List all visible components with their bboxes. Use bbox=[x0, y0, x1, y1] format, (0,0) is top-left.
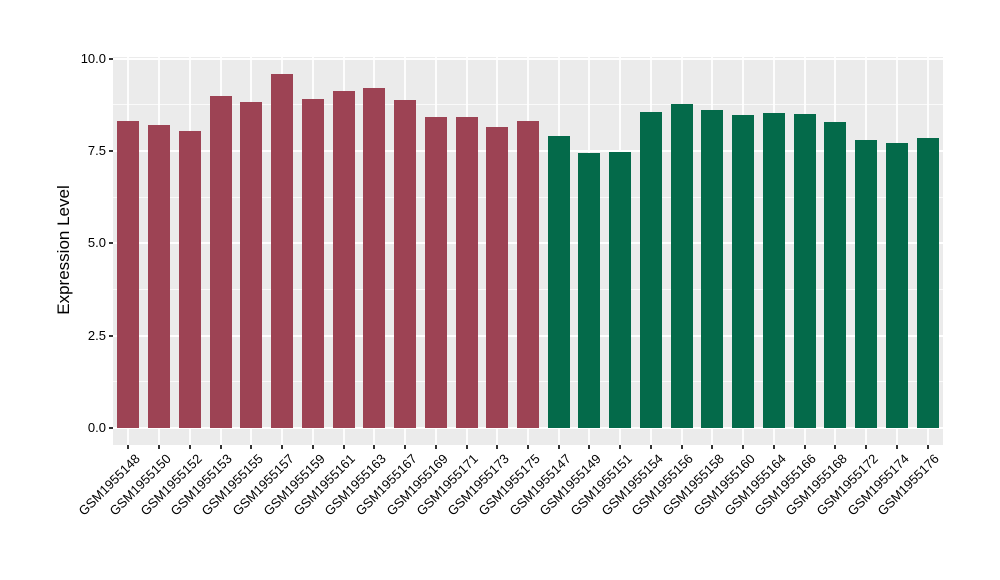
x-tick-mark bbox=[404, 445, 407, 449]
bar-GSM1955158 bbox=[701, 110, 724, 428]
bar-GSM1955172 bbox=[855, 139, 878, 428]
y-tick-mark bbox=[109, 334, 113, 337]
bar-GSM1955163 bbox=[363, 87, 386, 428]
y-tick-mark bbox=[109, 57, 113, 60]
x-tick-mark bbox=[373, 445, 376, 449]
x-tick-mark bbox=[465, 445, 468, 449]
x-tick-mark bbox=[742, 445, 745, 449]
x-tick-mark bbox=[926, 445, 929, 449]
y-tick-mark bbox=[109, 242, 113, 245]
x-tick-mark bbox=[619, 445, 622, 449]
bar-GSM1955168 bbox=[824, 122, 847, 428]
bar-GSM1955167 bbox=[394, 100, 417, 428]
x-tick-mark bbox=[250, 445, 253, 449]
bar-GSM1955173 bbox=[486, 127, 509, 428]
bar-GSM1955169 bbox=[424, 116, 447, 428]
y-tick-label: 2.5 bbox=[87, 327, 106, 343]
bar-GSM1955176 bbox=[916, 137, 939, 428]
y-tick-label: 5.0 bbox=[87, 235, 106, 251]
x-tick-mark bbox=[219, 445, 222, 449]
y-tick-label: 0.0 bbox=[87, 420, 106, 435]
bar-GSM1955149 bbox=[578, 153, 601, 428]
bar-GSM1955160 bbox=[732, 115, 755, 428]
bar-GSM1955156 bbox=[670, 104, 693, 428]
x-tick-mark bbox=[895, 445, 898, 449]
bar-GSM1955164 bbox=[762, 112, 785, 428]
x-tick-mark bbox=[711, 445, 714, 449]
bar-GSM1955151 bbox=[609, 151, 632, 428]
bar-GSM1955175 bbox=[517, 121, 539, 428]
y-tick-mark bbox=[109, 149, 113, 152]
x-tick-mark bbox=[557, 445, 560, 449]
bar-GSM1955171 bbox=[455, 116, 478, 428]
x-tick-mark bbox=[834, 445, 837, 449]
y-tick-label: 10.0 bbox=[80, 50, 106, 66]
x-tick-mark bbox=[527, 445, 529, 449]
x-tick-mark bbox=[434, 445, 437, 449]
bar-GSM1955159 bbox=[301, 98, 324, 428]
x-tick-mark bbox=[588, 445, 591, 449]
x-tick-mark bbox=[158, 445, 161, 449]
x-tick-mark bbox=[496, 445, 499, 449]
y-tick-mark bbox=[109, 427, 113, 429]
x-tick-mark bbox=[772, 445, 775, 449]
bar-GSM1955161 bbox=[332, 91, 355, 428]
x-tick-mark bbox=[188, 445, 191, 449]
x-tick-mark bbox=[649, 445, 652, 449]
bar-GSM1955155 bbox=[240, 102, 263, 428]
bar-GSM1955153 bbox=[209, 95, 232, 428]
x-tick-mark bbox=[311, 445, 314, 449]
bar-GSM1955157 bbox=[271, 74, 294, 428]
y-tick-label: 7.5 bbox=[87, 142, 106, 158]
bar-GSM1955147 bbox=[547, 136, 570, 428]
bar-GSM1955174 bbox=[885, 143, 908, 428]
x-tick-mark bbox=[680, 445, 683, 449]
plot-panel bbox=[113, 57, 943, 445]
x-tick-mark bbox=[865, 445, 868, 449]
bar-GSM1955148 bbox=[117, 120, 140, 428]
x-tick-mark bbox=[342, 445, 345, 449]
x-tick-mark bbox=[803, 445, 806, 449]
bar-GSM1955150 bbox=[148, 125, 171, 428]
bar-GSM1955154 bbox=[639, 112, 662, 428]
bar-GSM1955166 bbox=[793, 114, 816, 428]
x-tick-mark bbox=[127, 445, 130, 449]
x-tick-mark bbox=[281, 445, 284, 449]
bar-GSM1955152 bbox=[178, 130, 201, 428]
